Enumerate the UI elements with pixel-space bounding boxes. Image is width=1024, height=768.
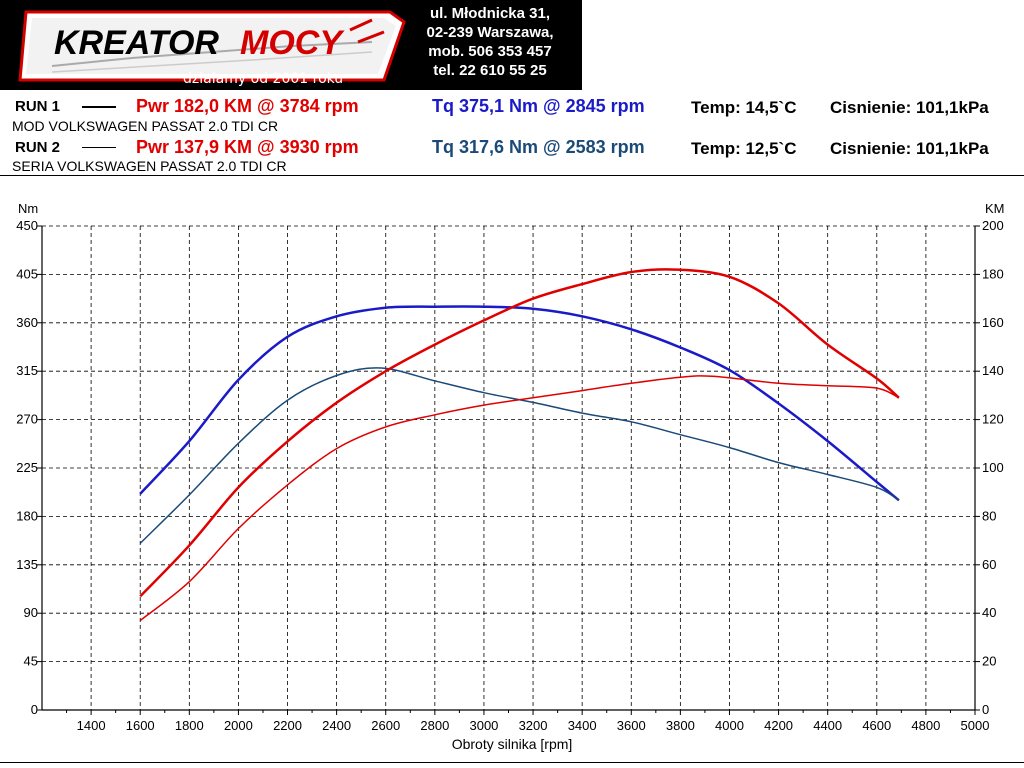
run1-temp: Temp: 14,5`C [691,98,797,117]
x-tick-label: 2000 [224,718,253,733]
run1-torque: Tq 375,1 Nm @ 2845 rpm [432,96,645,116]
x-axis-label: Obroty silnika [rpm] [452,736,573,752]
run1-pressure: Cisnienie: 101,1kPa [830,98,989,117]
y-tick-label-left: 135 [16,557,38,572]
contact-city: 02-239 Warszawa, [426,24,554,41]
svg-text:MOCY: MOCY [240,24,345,62]
y-tick-label-left: 90 [24,605,38,620]
x-tick-label: 3800 [666,718,695,733]
contact-phone: tel. 22 610 55 25 [433,62,547,79]
x-tick-label: 4200 [764,718,793,733]
y-tick-label-left: 45 [24,654,38,669]
y-tick-label-left: 225 [16,460,38,475]
chart-axes: 1400 1600 1800 2000 2200 2400 2600 2800 3000 3200… [16,218,1003,733]
x-tick-label: 4400 [813,718,842,733]
header-divider [0,175,1024,176]
x-tick-label: 2400 [322,718,351,733]
torque-curve-run2 [139,367,900,544]
x-tick-label: 5000 [961,718,990,733]
x-tick-label: 1400 [77,718,106,733]
y-tick-label-right: 20 [982,654,996,669]
y-tick-label-right: 180 [982,266,1004,281]
run1-label: RUN 1 [15,98,61,115]
x-tick-label: 3600 [617,718,646,733]
svg-text:KREATOR: KREATOR [54,24,219,62]
x-tick-label: 1600 [126,718,155,733]
y-tick-label-right: 80 [982,508,996,523]
y-tick-label-right: 160 [982,315,1004,330]
run2-description: SERIA VOLKSWAGEN PASSAT 2.0 TDI CR [12,158,287,174]
x-tick-label: 3000 [469,718,498,733]
y-tick-label-right: 100 [982,460,1004,475]
y-tick-label-left: 315 [16,363,38,378]
run2-legend-line [82,147,116,148]
y-tick-label-right: 60 [982,557,996,572]
dyno-chart: 1400 1600 1800 2000 2200 2400 2600 2800 3000 3200… [16,201,1005,752]
run2-torque: Tq 317,6 Nm @ 2583 rpm [432,137,645,157]
y-tick-label-left: 360 [16,315,38,330]
y-tick-label-right: 120 [982,412,1004,427]
torque-curve-run1 [139,305,900,502]
logo-tagline: działamy od 2001 roku [183,71,344,87]
contact-street: ul. Młodnicka 31, [429,5,551,22]
x-tick-label: 2600 [371,718,400,733]
logo-banner: KREATOR MOCY działamy od 2001 roku ul. M… [0,0,582,90]
chart-grid [42,225,975,710]
y-tick-label-left: 270 [16,412,38,427]
x-tick-label: 3400 [568,718,597,733]
y-tick-label-left: 180 [16,508,38,523]
x-tick-label: 2200 [273,718,302,733]
chart-series [139,268,900,622]
run2-pressure: Cisnienie: 101,1kPa [830,139,989,158]
y-axis-label-left: Nm [18,201,38,216]
logo-emblem: KREATOR MOCY [18,10,406,82]
run1-description: MOD VOLKSWAGEN PASSAT 2.0 TDI CR [12,118,279,134]
footer-divider [0,762,1024,763]
y-tick-label-left: 450 [16,218,38,233]
x-tick-label: 2800 [420,718,449,733]
run2-power: Pwr 137,9 KM @ 3930 rpm [136,137,359,157]
y-tick-label-left: 405 [16,266,38,281]
x-tick-label: 4000 [715,718,744,733]
x-tick-label: 4800 [911,718,940,733]
y-axis-label-right: KM [985,201,1005,216]
y-tick-label-right: 140 [982,363,1004,378]
contact-info: ul. Młodnicka 31, 02-239 Warszawa, mob. … [400,4,580,80]
run1-power: Pwr 182,0 KM @ 3784 rpm [136,96,359,116]
power-curve-run1 [139,268,900,598]
x-tick-label: 3200 [519,718,548,733]
power-curve-run2 [139,375,900,622]
y-tick-label-right: 40 [982,605,996,620]
x-tick-label: 4600 [862,718,891,733]
y-tick-label-left: 0 [31,702,38,717]
x-tick-label: 1800 [175,718,204,733]
y-tick-label-right: 0 [982,702,989,717]
contact-mobile: mob. 506 353 457 [428,43,552,60]
run2-temp: Temp: 12,5`C [691,139,797,158]
run2-label: RUN 2 [15,139,61,156]
run1-legend-line [82,106,116,108]
y-tick-label-right: 200 [982,218,1004,233]
